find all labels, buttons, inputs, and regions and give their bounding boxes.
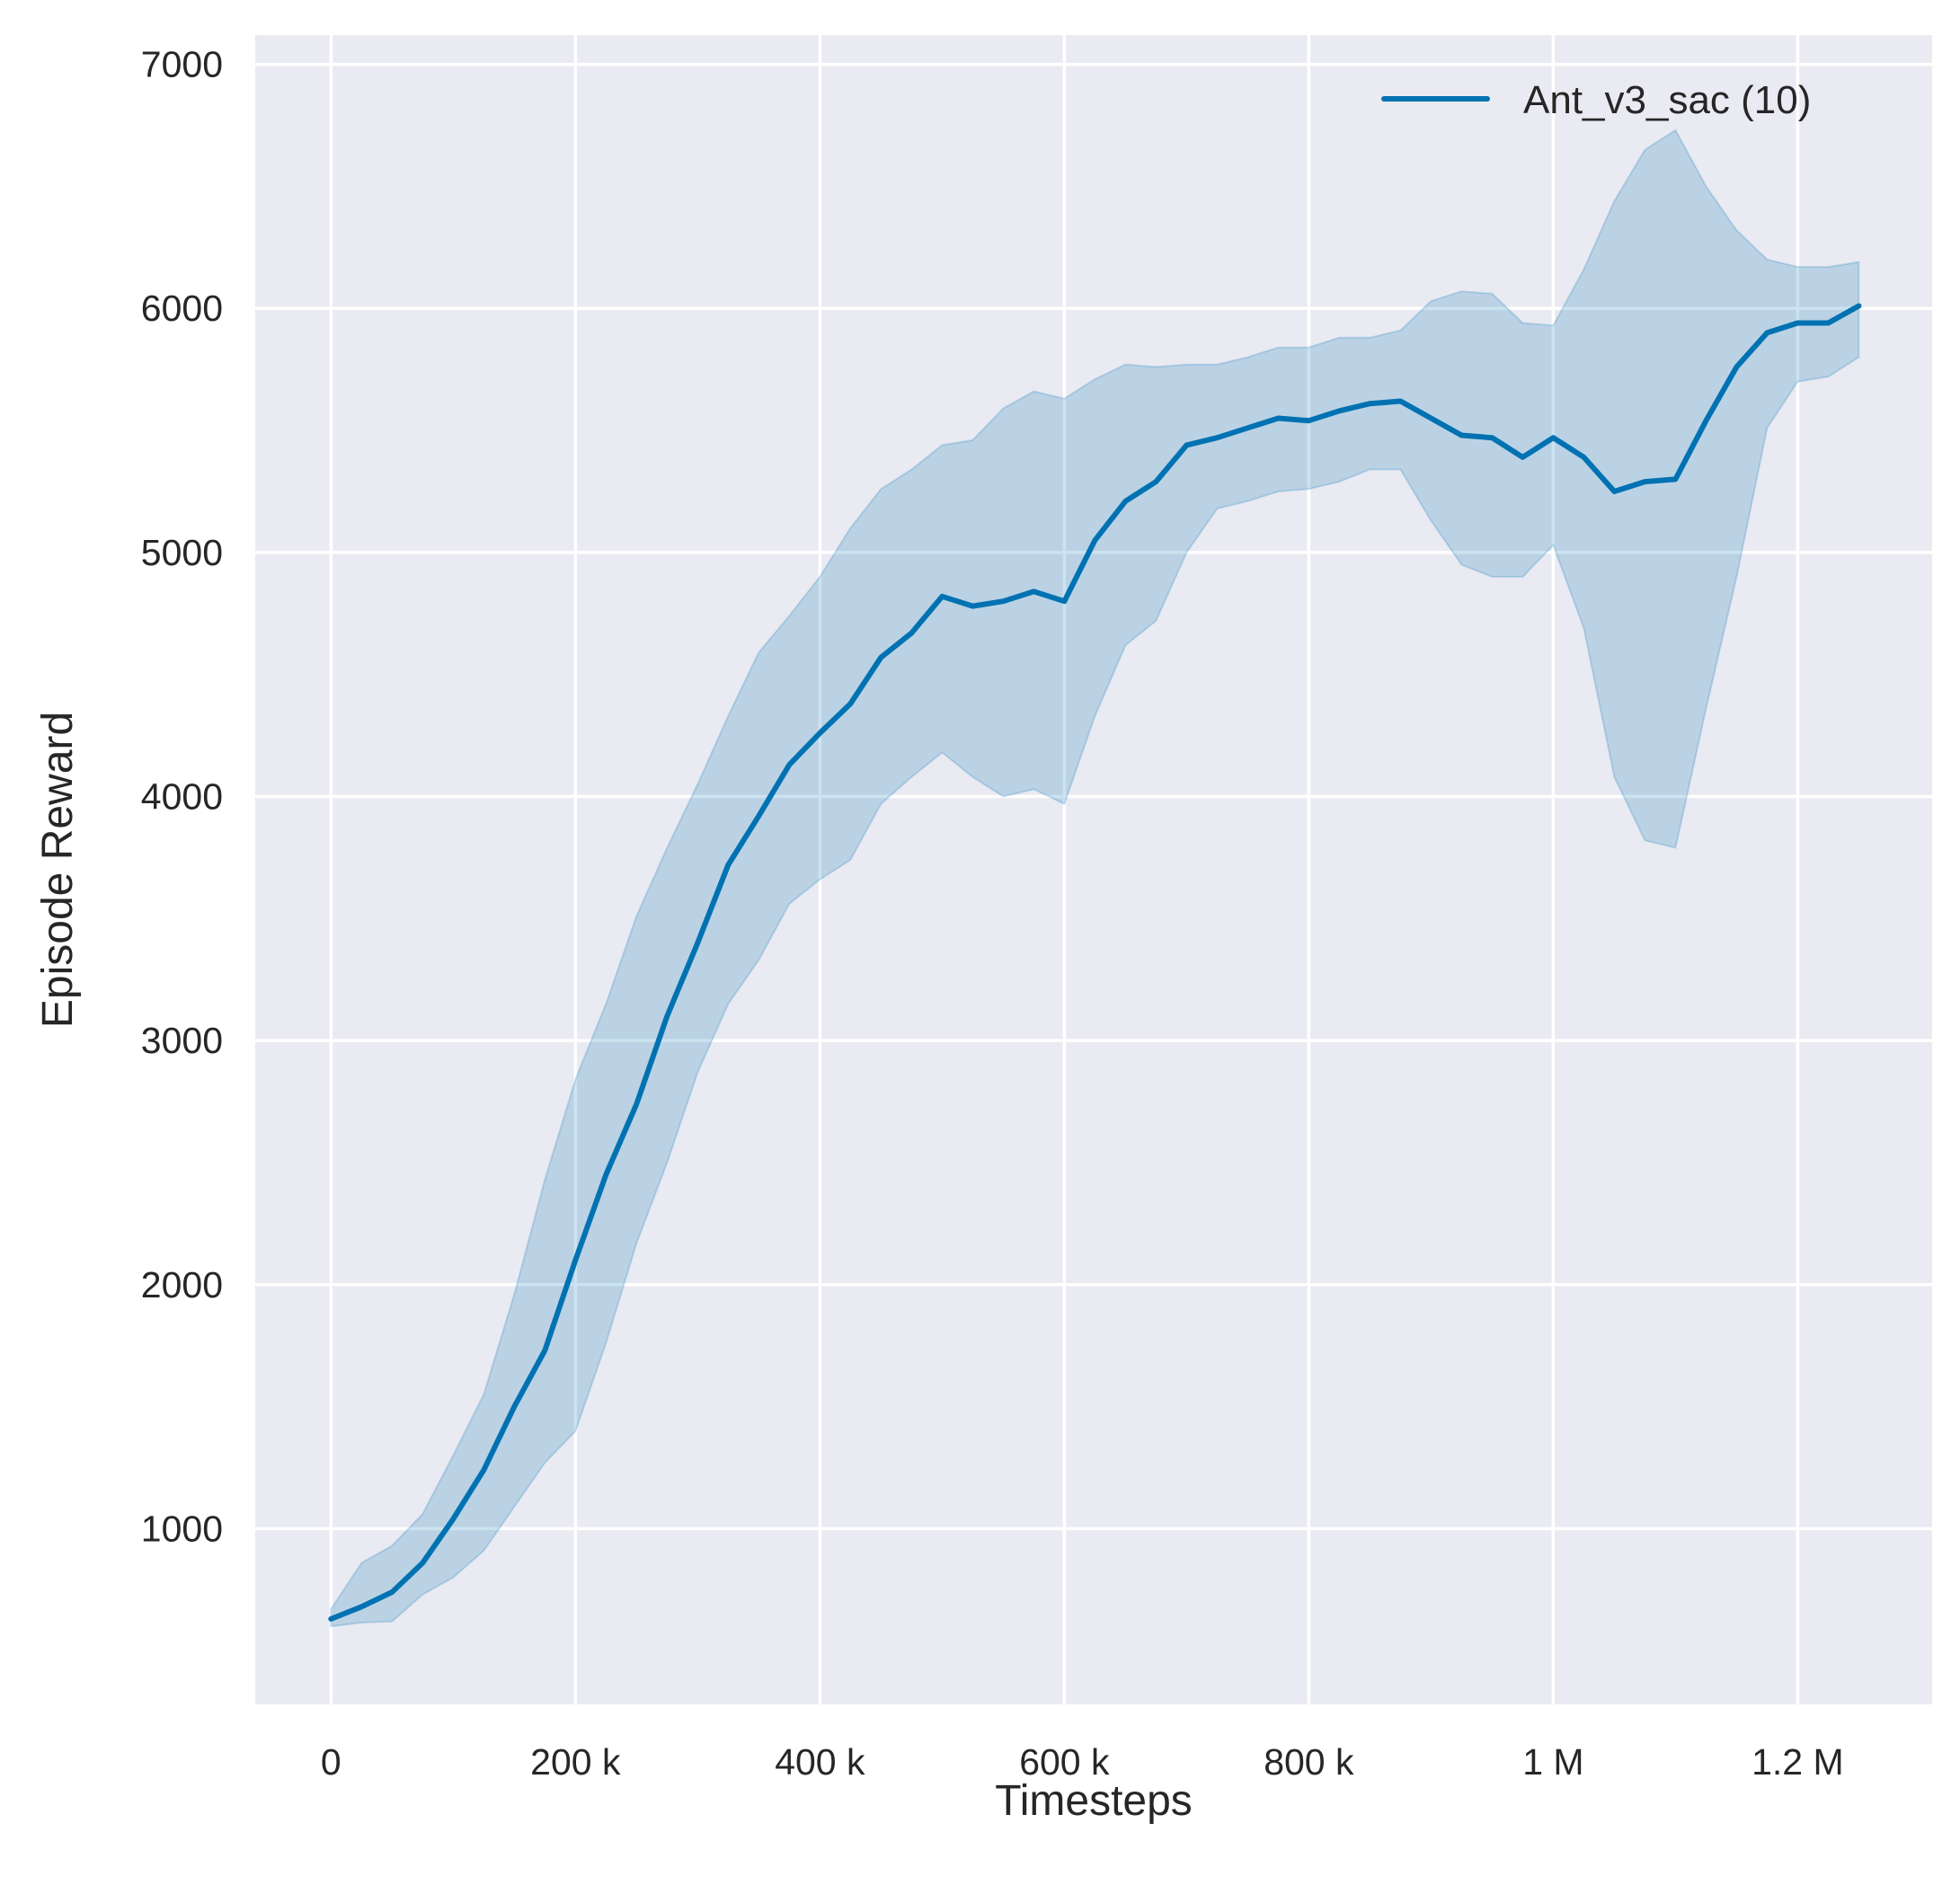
y-tick-label: 4000 (141, 776, 223, 818)
series-layer (328, 128, 1862, 1628)
x-tick-label: 1.2 M (1752, 1741, 1844, 1783)
legend-label: Ant_v3_sac (10) (1523, 78, 1811, 122)
y-tick-label: 6000 (141, 288, 223, 329)
x-axis-label: Timesteps (995, 1777, 1193, 1825)
y-tick-label: 5000 (141, 532, 223, 573)
y-tick-label: 1000 (141, 1508, 223, 1549)
plot-background (255, 35, 1932, 1704)
legend: Ant_v3_sac (10) (1381, 78, 1811, 122)
grid (255, 35, 1932, 1704)
x-tick-label: 200 k (530, 1741, 621, 1783)
y-tick-labels: 1000 2000 3000 4000 5000 6000 7000 (141, 44, 223, 1550)
x-tick-label: 1 M (1522, 1741, 1583, 1783)
y-tick-label: 7000 (141, 44, 223, 85)
x-tick-label: 600 k (1019, 1741, 1110, 1783)
x-tick-label: 0 (321, 1741, 341, 1783)
x-tick-label: 400 k (775, 1741, 865, 1783)
y-axis-label: Episode Reward (34, 712, 82, 1028)
x-tick-labels: 0 200 k 400 k 600 k 800 k 1 M 1.2 M (321, 1741, 1844, 1783)
y-tick-label: 2000 (141, 1264, 223, 1305)
confidence-band (330, 128, 1860, 1628)
x-tick-label: 800 k (1264, 1741, 1354, 1783)
y-tick-label: 3000 (141, 1020, 223, 1061)
